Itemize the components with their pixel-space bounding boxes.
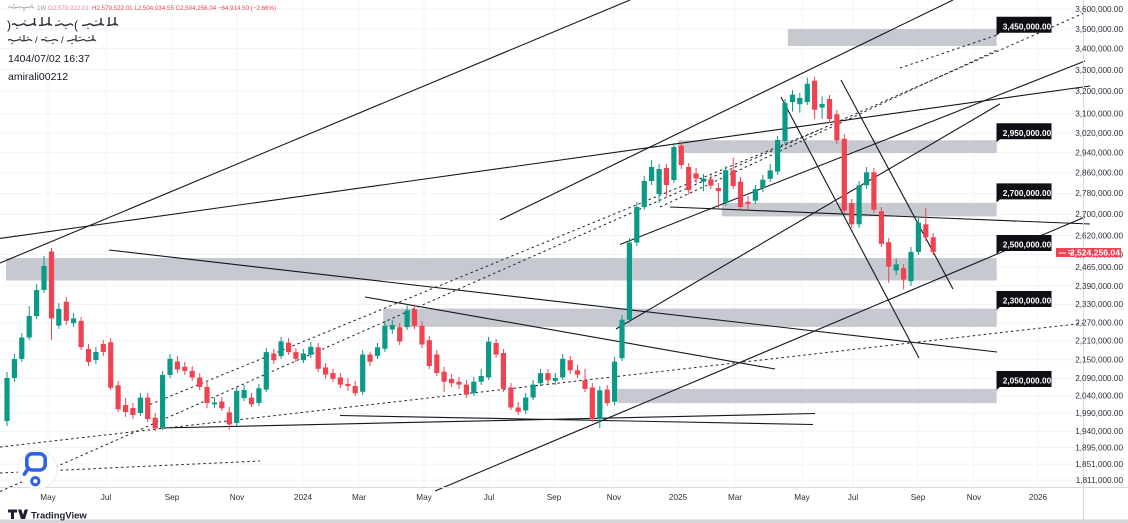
svg-text:2,620,000.00: 2,620,000.00 [1075, 231, 1123, 240]
svg-text:2,210,000.00: 2,210,000.00 [1075, 337, 1123, 346]
svg-text:Sep: Sep [165, 493, 180, 502]
svg-text:3,500,000.00: 3,500,000.00 [1075, 25, 1123, 34]
svg-text:3,020,000.00: 3,020,000.00 [1075, 129, 1123, 138]
svg-text:1,895,000.00: 1,895,000.00 [1075, 443, 1123, 452]
svg-text:(: ( [74, 18, 78, 32]
svg-text:/: / [61, 35, 64, 46]
svg-text:1404/07/02 16:37: 1404/07/02 16:37 [8, 53, 90, 65]
svg-text:May: May [416, 493, 432, 502]
svg-text:3,450,000.00: 3,450,000.00 [1003, 21, 1052, 31]
svg-text:/: / [35, 35, 38, 46]
svg-text:2,940,000.00: 2,940,000.00 [1075, 149, 1123, 158]
svg-text:3,100,000.00: 3,100,000.00 [1075, 110, 1123, 119]
svg-text:Jul: Jul [848, 493, 859, 502]
svg-text:2026: 2026 [1029, 493, 1048, 502]
svg-text:2,090,000.00: 2,090,000.00 [1075, 374, 1123, 383]
svg-text:Sep: Sep [547, 493, 562, 502]
svg-text:Mar: Mar [728, 493, 742, 502]
svg-text:2024: 2024 [294, 493, 313, 502]
svg-text:2,860,000.00: 2,860,000.00 [1075, 169, 1123, 178]
svg-text:amirali00212: amirali00212 [8, 71, 68, 83]
svg-text:2,524,256.04: 2,524,256.04 [1070, 248, 1120, 258]
svg-text:2025: 2025 [669, 493, 688, 502]
svg-text:2,050,000.00: 2,050,000.00 [1003, 376, 1052, 386]
svg-text:Jul: Jul [101, 493, 112, 502]
svg-text:1,851,000.00: 1,851,000.00 [1075, 460, 1123, 469]
svg-text:Nov: Nov [967, 493, 982, 502]
svg-text:Jul: Jul [484, 493, 495, 502]
svg-text:3,200,000.00: 3,200,000.00 [1075, 87, 1123, 96]
svg-text:2,780,000.00: 2,780,000.00 [1075, 189, 1123, 198]
svg-text:Mar: Mar [352, 493, 366, 502]
svg-text:3,300,000.00: 3,300,000.00 [1075, 66, 1123, 75]
svg-text:H2,579,522.01 L2,504,034.55 C2: H2,579,522.01 L2,504,034.55 C2,504,256.0… [92, 5, 276, 12]
svg-text:3,600,000.00: 3,600,000.00 [1075, 5, 1123, 14]
svg-text:2,150,000.00: 2,150,000.00 [1075, 356, 1123, 365]
svg-text:1,940,000.00: 1,940,000.00 [1075, 427, 1123, 436]
svg-text:2,465,000.00: 2,465,000.00 [1075, 263, 1123, 272]
svg-text:Nov: Nov [230, 493, 245, 502]
svg-text:2,950,000.00: 2,950,000.00 [1003, 128, 1052, 138]
svg-text:2,700,000.00: 2,700,000.00 [1075, 210, 1123, 219]
svg-text:Nov: Nov [607, 493, 622, 502]
svg-text:): ) [7, 18, 11, 32]
svg-text:O2,578,922.01: O2,578,922.01 [48, 5, 89, 12]
svg-text:May: May [794, 493, 810, 502]
svg-text:2,300,000.00: 2,300,000.00 [1003, 296, 1052, 306]
svg-text:Sep: Sep [911, 493, 926, 502]
svg-text:2,330,000.00: 2,330,000.00 [1075, 300, 1123, 309]
svg-text:3,400,000.00: 3,400,000.00 [1075, 44, 1123, 53]
svg-text:2,270,000.00: 2,270,000.00 [1075, 319, 1123, 328]
svg-text:1,811,000.00: 1,811,000.00 [1076, 476, 1124, 485]
svg-text:2,700,000.00: 2,700,000.00 [1003, 188, 1052, 198]
svg-text:1,990,000.00: 1,990,000.00 [1075, 409, 1123, 418]
svg-text:2,500,000.00: 2,500,000.00 [1003, 240, 1052, 250]
svg-text:TradingView: TradingView [31, 511, 87, 522]
svg-text:2,390,000.00: 2,390,000.00 [1075, 282, 1123, 291]
svg-text:May: May [40, 493, 56, 502]
svg-text:1W: 1W [37, 5, 46, 12]
svg-text:2,040,000.00: 2,040,000.00 [1075, 392, 1123, 401]
